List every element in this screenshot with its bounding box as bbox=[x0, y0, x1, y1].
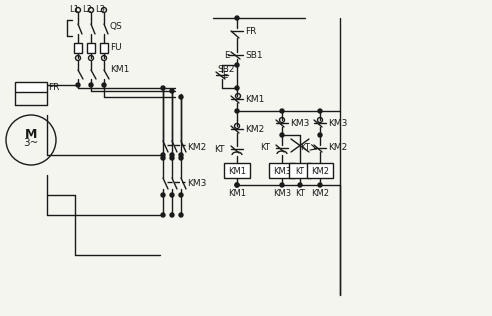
Text: KM3: KM3 bbox=[328, 118, 347, 127]
Bar bbox=[224, 163, 250, 178]
Circle shape bbox=[89, 83, 93, 87]
Circle shape bbox=[235, 16, 239, 20]
Text: KM2: KM2 bbox=[328, 143, 347, 153]
Circle shape bbox=[318, 183, 322, 187]
Bar bbox=[74, 43, 82, 53]
Circle shape bbox=[280, 109, 284, 113]
Bar bbox=[269, 163, 295, 178]
Circle shape bbox=[179, 95, 183, 99]
Text: KM1: KM1 bbox=[228, 167, 246, 175]
Circle shape bbox=[179, 156, 183, 160]
Text: KT: KT bbox=[296, 167, 305, 175]
Circle shape bbox=[170, 156, 174, 160]
Circle shape bbox=[170, 213, 174, 217]
Text: KT: KT bbox=[295, 189, 305, 198]
Circle shape bbox=[161, 153, 165, 157]
Text: L1: L1 bbox=[69, 5, 79, 15]
Text: KT: KT bbox=[260, 143, 270, 153]
Text: SB2: SB2 bbox=[217, 64, 235, 74]
Text: KT: KT bbox=[215, 145, 225, 155]
Text: E: E bbox=[224, 51, 229, 59]
Text: KM3: KM3 bbox=[187, 179, 206, 187]
Circle shape bbox=[318, 133, 322, 137]
Circle shape bbox=[179, 213, 183, 217]
Text: KM1: KM1 bbox=[245, 94, 264, 104]
Circle shape bbox=[170, 153, 174, 157]
Text: L2: L2 bbox=[82, 5, 92, 15]
Bar bbox=[100, 43, 108, 53]
Text: E: E bbox=[222, 70, 227, 80]
Circle shape bbox=[235, 109, 239, 113]
Text: KM3: KM3 bbox=[273, 189, 291, 198]
Text: FR: FR bbox=[48, 82, 60, 92]
Circle shape bbox=[161, 86, 165, 90]
Circle shape bbox=[170, 89, 174, 93]
Text: FU: FU bbox=[110, 42, 122, 52]
Bar bbox=[15, 82, 47, 92]
Text: KM1: KM1 bbox=[110, 65, 129, 75]
Circle shape bbox=[161, 213, 165, 217]
Circle shape bbox=[235, 183, 239, 187]
Text: 3~: 3~ bbox=[23, 138, 39, 148]
Bar bbox=[87, 43, 95, 53]
Circle shape bbox=[280, 133, 284, 137]
Circle shape bbox=[179, 153, 183, 157]
Text: KM2: KM2 bbox=[311, 167, 329, 175]
Circle shape bbox=[280, 183, 284, 187]
Text: SB1: SB1 bbox=[245, 51, 263, 59]
Circle shape bbox=[235, 183, 239, 187]
Circle shape bbox=[235, 86, 239, 90]
Circle shape bbox=[298, 183, 302, 187]
Circle shape bbox=[161, 156, 165, 160]
Circle shape bbox=[76, 83, 80, 87]
Text: KM2: KM2 bbox=[187, 143, 206, 153]
Text: QS: QS bbox=[110, 21, 123, 31]
Text: KM3: KM3 bbox=[290, 118, 309, 127]
Text: KT: KT bbox=[300, 143, 310, 153]
Circle shape bbox=[102, 83, 106, 87]
Text: KM2: KM2 bbox=[311, 189, 329, 198]
Circle shape bbox=[170, 193, 174, 197]
Text: M: M bbox=[25, 129, 37, 142]
Circle shape bbox=[179, 193, 183, 197]
Bar bbox=[307, 163, 333, 178]
Text: KM2: KM2 bbox=[245, 125, 264, 133]
Circle shape bbox=[318, 109, 322, 113]
Text: L3: L3 bbox=[95, 5, 105, 15]
Text: FR: FR bbox=[245, 27, 256, 37]
Text: KM1: KM1 bbox=[228, 189, 246, 198]
Text: KM3: KM3 bbox=[273, 167, 291, 175]
Bar bbox=[289, 163, 311, 178]
Circle shape bbox=[235, 63, 239, 67]
Circle shape bbox=[161, 193, 165, 197]
